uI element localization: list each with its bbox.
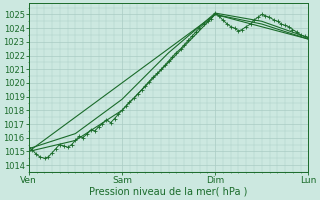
X-axis label: Pression niveau de la mer( hPa ): Pression niveau de la mer( hPa ): [89, 187, 248, 197]
